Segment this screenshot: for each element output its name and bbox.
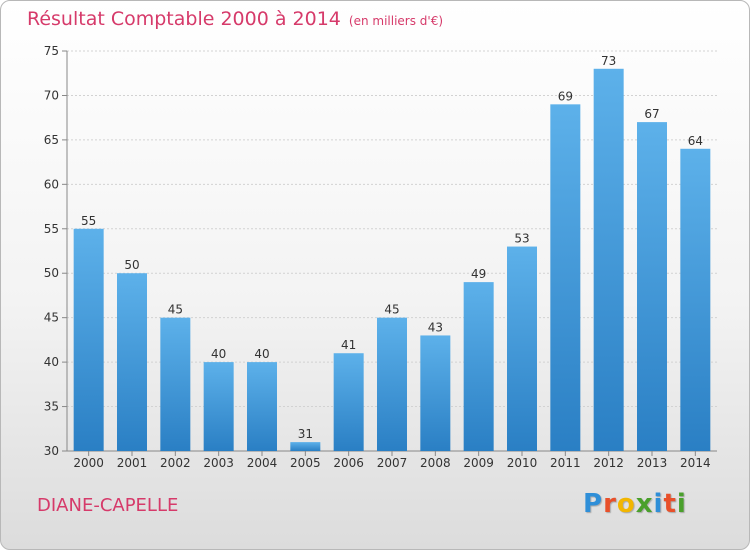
bar-2012 xyxy=(593,68,624,452)
x-tick-label: 2010 xyxy=(507,456,538,470)
y-tick-label: 50 xyxy=(44,266,59,280)
data-label: 64 xyxy=(688,134,703,148)
logo-letter: P xyxy=(583,489,604,519)
data-label: 31 xyxy=(298,427,313,441)
y-tick-label: 35 xyxy=(44,400,59,414)
data-label: 69 xyxy=(558,89,573,103)
x-tick-label: 2003 xyxy=(203,456,234,470)
x-tick-label: 2000 xyxy=(73,456,104,470)
bar-2013 xyxy=(637,122,667,451)
x-tick-label: 2001 xyxy=(117,456,148,470)
y-tick-label: 45 xyxy=(44,311,59,325)
x-tick-label: 2004 xyxy=(247,456,278,470)
bar-2014 xyxy=(680,148,711,451)
data-label: 43 xyxy=(428,320,443,334)
bars xyxy=(73,68,711,452)
bar-2009 xyxy=(463,282,494,451)
data-label: 55 xyxy=(81,214,96,228)
y-tick-label: 40 xyxy=(44,355,59,369)
location-label: DIANE-CAPELLE xyxy=(37,495,179,516)
x-tick-label: 2008 xyxy=(420,456,451,470)
x-tick-label: 2005 xyxy=(290,456,321,470)
y-tick-label: 75 xyxy=(44,44,59,58)
data-label: 67 xyxy=(644,107,659,121)
x-tick-label: 2007 xyxy=(377,456,408,470)
chart-title-text: Résultat Comptable 2000 à 2014 xyxy=(27,8,341,30)
x-tick-label: 2006 xyxy=(333,456,364,470)
data-labels: 55 50 45 40 40 31 41 45 43 49 53 69 73 67 64 xyxy=(81,54,703,441)
bar-2000 xyxy=(73,228,104,451)
data-label: 40 xyxy=(254,347,269,361)
data-label: 73 xyxy=(601,54,616,68)
x-tick-label: 2012 xyxy=(593,456,624,470)
chart-subtitle: (en milliers d'€) xyxy=(348,14,444,28)
y-tick-label: 65 xyxy=(44,133,59,147)
x-tick-label: 2014 xyxy=(680,456,711,470)
data-label: 45 xyxy=(384,303,399,317)
bar-2001 xyxy=(117,273,147,451)
logo-letter: o xyxy=(616,489,636,519)
bar-2002 xyxy=(160,317,191,451)
data-label: 53 xyxy=(514,232,529,246)
chart-title: Résultat Comptable 2000 à 2014 (en millie… xyxy=(27,8,443,30)
logo-letter: t xyxy=(663,489,677,519)
logo-letter: i xyxy=(676,489,687,519)
y-tick-label: 60 xyxy=(44,177,59,191)
bar-2004 xyxy=(247,362,277,451)
logo-letter: i xyxy=(653,489,664,519)
x-tick-label: 2002 xyxy=(160,456,191,470)
data-label: 50 xyxy=(124,258,139,272)
logo-letter: r xyxy=(603,489,617,519)
bar-2006 xyxy=(333,353,364,451)
bar-2003 xyxy=(203,362,234,451)
data-label: 40 xyxy=(211,347,226,361)
y-tick-label: 70 xyxy=(44,88,59,102)
data-label: 45 xyxy=(168,303,183,317)
bar-2008 xyxy=(420,335,451,451)
y-tick-label: 55 xyxy=(44,222,59,236)
bar-2005 xyxy=(290,442,321,451)
logo-letter: x xyxy=(635,489,654,519)
bar-2007 xyxy=(377,317,407,451)
x-tick-label: 2009 xyxy=(463,456,494,470)
proxiti-logo[interactable]: Proxiti xyxy=(583,489,687,519)
x-tick-label: 2013 xyxy=(637,456,668,470)
bar-2011 xyxy=(550,104,581,451)
y-tick-label: 30 xyxy=(44,444,59,458)
data-label: 41 xyxy=(341,338,356,352)
data-label: 49 xyxy=(471,267,486,281)
x-tick-label: 2011 xyxy=(550,456,581,470)
bar-2010 xyxy=(507,246,537,451)
